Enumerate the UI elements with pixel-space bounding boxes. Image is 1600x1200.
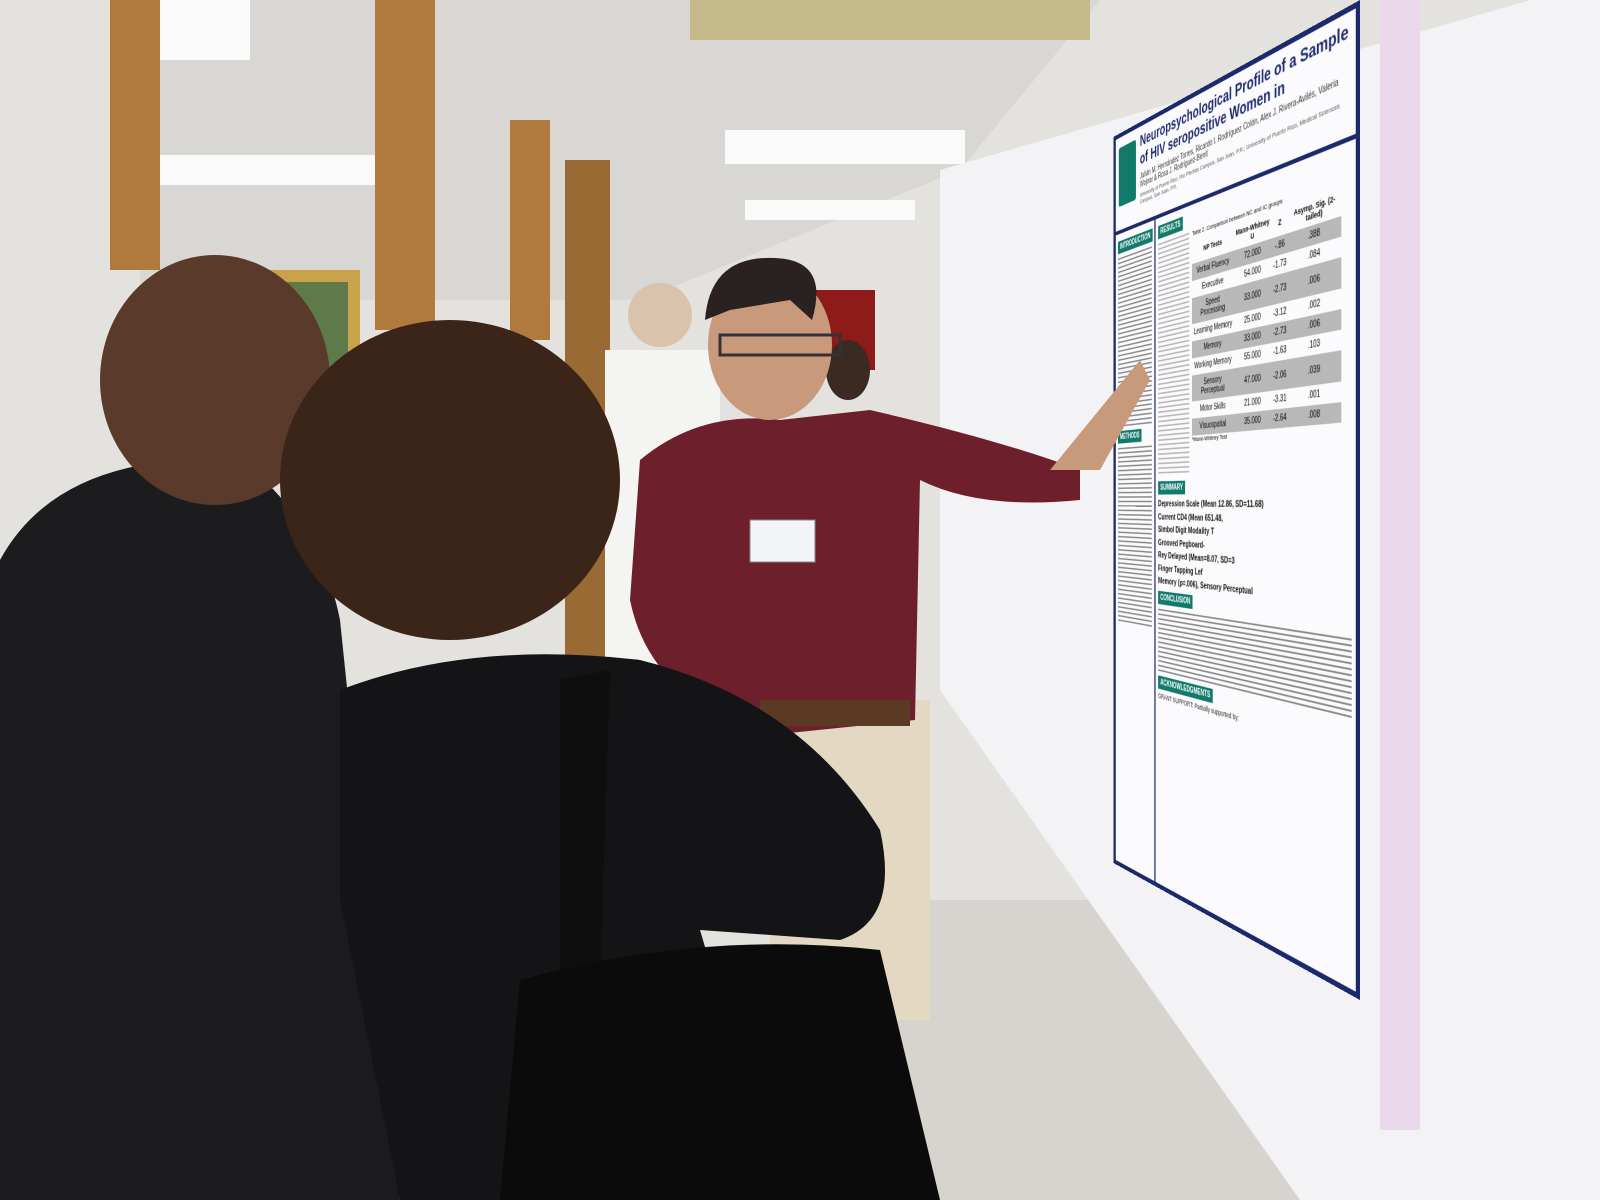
board-edge xyxy=(1380,0,1420,1130)
door-frame xyxy=(375,0,435,330)
background-person-head xyxy=(628,283,692,347)
poster-body: INTRODUCTION METHODS RESULTS Table 2. Co… xyxy=(1115,139,1356,995)
left-column: INTRODUCTION METHODS xyxy=(1115,219,1156,885)
section-header: CONCLUSION xyxy=(1158,590,1193,609)
table-cell: -2.64 xyxy=(1271,407,1289,429)
poster: Neuropsychological Profile of a Sample o… xyxy=(1113,0,1360,1000)
table2: Table 2. Comparison between NC and IC gr… xyxy=(1192,175,1342,477)
right-column: RESULTS Table 2. Comparison between NC a… xyxy=(1156,139,1356,995)
results: Table 2. Comparison between NC and IC gr… xyxy=(1158,171,1351,478)
text-block xyxy=(1118,445,1152,630)
ceiling-light xyxy=(160,155,390,185)
door-frame xyxy=(110,0,160,270)
ceiling-light xyxy=(725,130,965,164)
table1-body xyxy=(1158,232,1190,477)
text-block xyxy=(1118,246,1152,427)
background-person-hair xyxy=(826,340,870,400)
ceiling-panel xyxy=(690,0,1090,40)
table1 xyxy=(1158,231,1190,478)
door xyxy=(565,160,610,660)
background-person-shirt xyxy=(605,350,720,670)
logo xyxy=(1118,139,1136,208)
ceiling-light xyxy=(745,200,915,220)
section-header: SUMMARY xyxy=(1158,480,1186,495)
section-header: METHODS xyxy=(1118,428,1142,444)
table-cell: -3.31 xyxy=(1273,393,1287,406)
door-frame xyxy=(510,120,550,340)
painting xyxy=(272,282,348,398)
table-cell: -2.06 xyxy=(1271,359,1289,391)
table-cell: -2.73 xyxy=(1271,271,1289,306)
